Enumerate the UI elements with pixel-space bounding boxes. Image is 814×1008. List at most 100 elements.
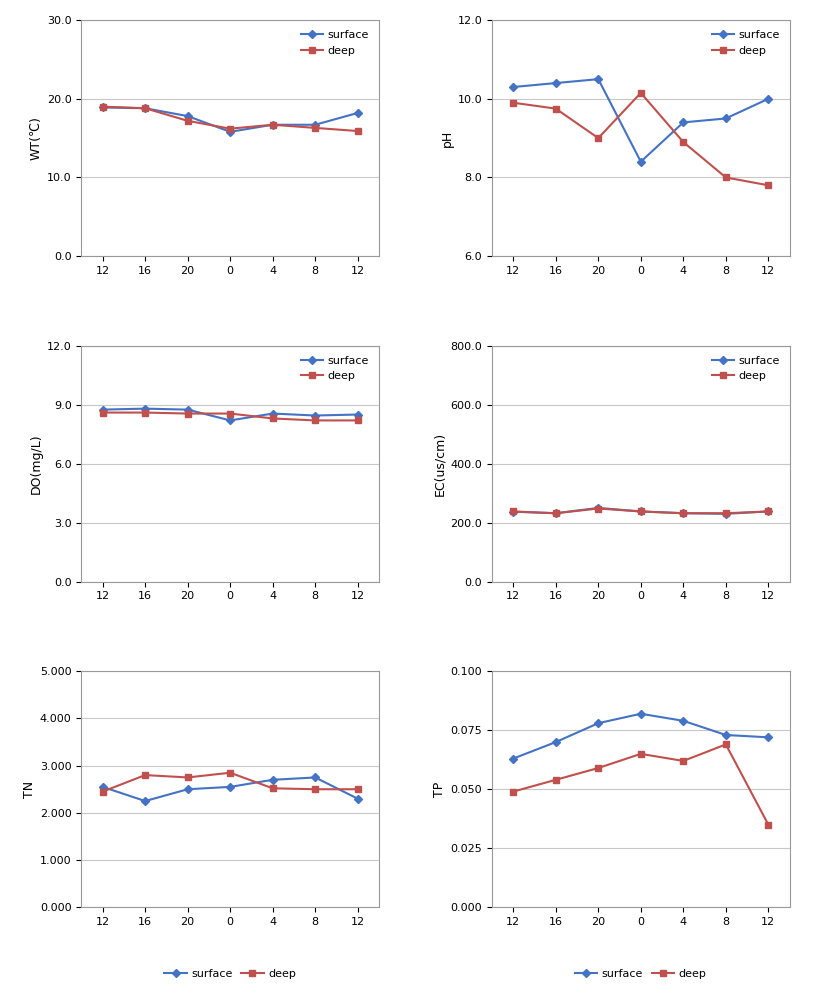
deep xyxy=(225,123,235,135)
surface xyxy=(310,409,320,421)
surface xyxy=(509,753,519,765)
Line: deep: deep xyxy=(510,506,771,516)
surface xyxy=(268,119,278,131)
surface xyxy=(183,783,193,795)
deep xyxy=(593,502,603,514)
deep xyxy=(678,136,688,148)
Line: deep: deep xyxy=(510,742,771,828)
deep xyxy=(98,785,107,797)
Legend: surface, deep: surface, deep xyxy=(296,351,374,386)
Line: deep: deep xyxy=(100,104,361,134)
surface xyxy=(268,407,278,419)
deep xyxy=(140,769,150,781)
deep xyxy=(98,406,107,418)
Legend: surface, deep: surface, deep xyxy=(707,351,784,386)
surface xyxy=(225,781,235,793)
surface xyxy=(551,736,561,748)
Legend: surface, deep: surface, deep xyxy=(296,26,374,60)
surface xyxy=(225,414,235,426)
surface xyxy=(678,715,688,727)
deep xyxy=(593,132,603,144)
deep xyxy=(678,507,688,519)
deep xyxy=(352,125,362,137)
deep xyxy=(636,505,646,517)
deep xyxy=(509,97,519,109)
deep xyxy=(310,122,320,134)
surface xyxy=(140,402,150,414)
deep xyxy=(183,115,193,127)
deep xyxy=(310,414,320,426)
deep xyxy=(183,407,193,419)
Line: surface: surface xyxy=(510,77,771,164)
surface xyxy=(551,507,561,519)
Y-axis label: TP: TP xyxy=(433,781,446,797)
surface xyxy=(721,729,731,741)
deep xyxy=(764,505,773,517)
surface xyxy=(593,74,603,86)
surface xyxy=(764,505,773,517)
deep xyxy=(225,767,235,779)
deep xyxy=(764,179,773,192)
deep xyxy=(509,785,519,797)
Line: surface: surface xyxy=(100,775,361,803)
surface xyxy=(225,126,235,138)
Y-axis label: pH: pH xyxy=(440,129,453,147)
surface xyxy=(183,403,193,415)
surface xyxy=(98,781,107,793)
deep xyxy=(268,412,278,424)
surface xyxy=(764,93,773,105)
deep xyxy=(509,505,519,517)
deep xyxy=(636,748,646,760)
Y-axis label: TN: TN xyxy=(23,780,36,797)
surface xyxy=(678,507,688,519)
surface xyxy=(98,403,107,415)
deep xyxy=(140,102,150,114)
deep xyxy=(140,406,150,418)
Y-axis label: DO(mg/L): DO(mg/L) xyxy=(30,433,43,494)
Legend: surface, deep: surface, deep xyxy=(707,26,784,60)
deep xyxy=(764,818,773,831)
surface xyxy=(310,771,320,783)
surface xyxy=(593,717,603,729)
deep xyxy=(551,507,561,519)
surface xyxy=(352,408,362,420)
surface xyxy=(678,116,688,128)
surface xyxy=(636,708,646,720)
deep xyxy=(352,414,362,426)
surface xyxy=(352,107,362,119)
surface xyxy=(140,795,150,807)
Y-axis label: EC(us/cm): EC(us/cm) xyxy=(433,431,446,496)
deep xyxy=(721,739,731,751)
deep xyxy=(551,103,561,115)
Y-axis label: WT(℃): WT(℃) xyxy=(30,116,43,160)
deep xyxy=(551,774,561,786)
Line: surface: surface xyxy=(510,711,771,761)
surface xyxy=(721,113,731,125)
surface xyxy=(636,505,646,517)
Line: deep: deep xyxy=(100,770,361,794)
surface xyxy=(721,508,731,520)
surface xyxy=(593,502,603,514)
deep xyxy=(268,782,278,794)
deep xyxy=(268,119,278,131)
deep xyxy=(721,171,731,183)
Legend: surface, deep: surface, deep xyxy=(160,965,300,984)
Line: deep: deep xyxy=(100,410,361,423)
deep xyxy=(225,407,235,419)
surface xyxy=(509,81,519,93)
deep xyxy=(352,783,362,795)
deep xyxy=(636,87,646,99)
surface xyxy=(509,506,519,518)
deep xyxy=(593,762,603,774)
surface xyxy=(764,731,773,743)
surface xyxy=(310,119,320,131)
deep xyxy=(310,783,320,795)
surface xyxy=(140,102,150,114)
Line: surface: surface xyxy=(100,105,361,135)
surface xyxy=(636,155,646,167)
Legend: surface, deep: surface, deep xyxy=(571,965,711,984)
deep xyxy=(183,771,193,783)
deep xyxy=(678,755,688,767)
surface xyxy=(268,774,278,786)
surface xyxy=(183,110,193,122)
